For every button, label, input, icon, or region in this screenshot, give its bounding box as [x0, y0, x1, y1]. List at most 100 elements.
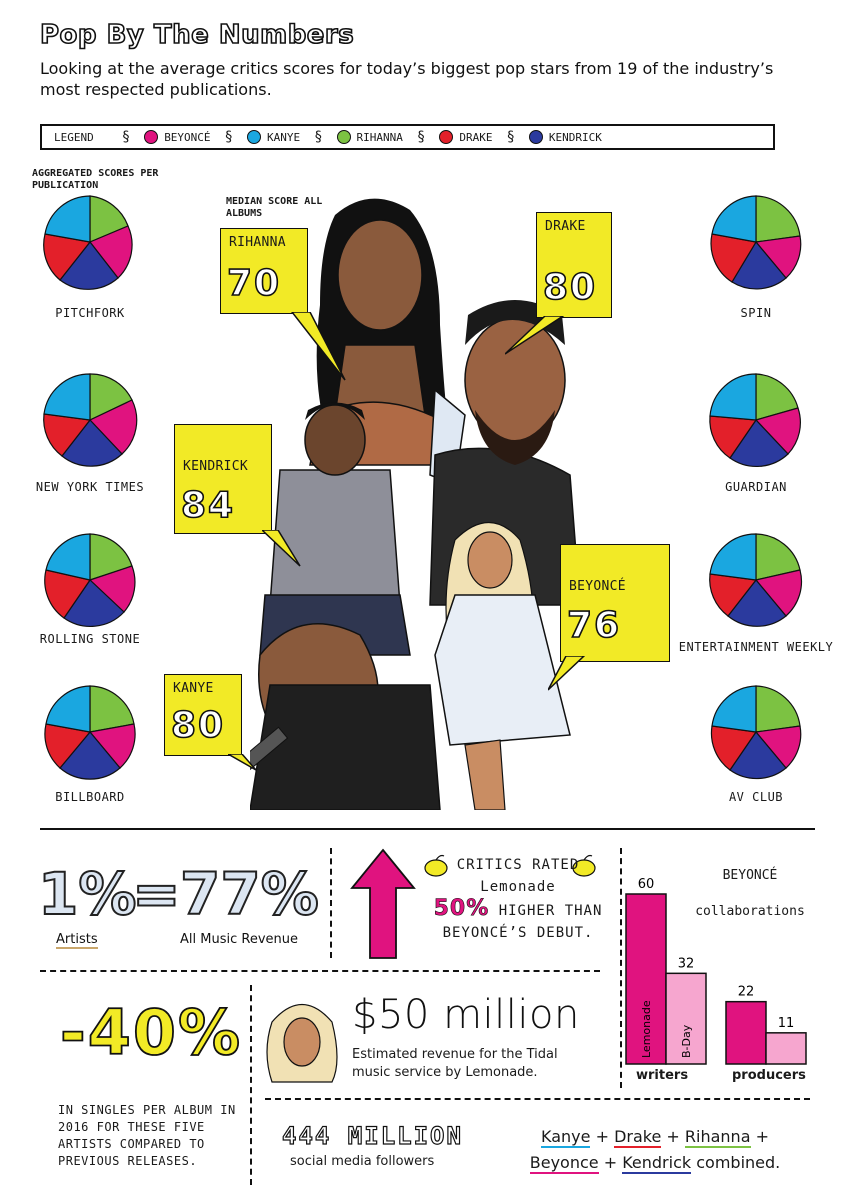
legend-dot — [528, 130, 543, 144]
artists-label: Artists — [56, 932, 98, 949]
collaborations-artist: BEYONCÉ — [722, 868, 778, 883]
bubble-tail — [505, 316, 565, 355]
lemon-icon — [572, 854, 596, 877]
critics-line: CRITICS RATED — [456, 857, 580, 873]
bubble-score: 80 — [170, 704, 226, 747]
aggregated-label: AGGREGATED SCORES PER PUBLICATION — [32, 168, 159, 191]
collab-bar-value: 32 — [678, 956, 695, 971]
plus-sign: + — [603, 1153, 618, 1172]
artist-beyonce: Beyonce — [529, 1153, 599, 1174]
legend: LEGEND § BEYONCÉ § KANYE § RIHANNA § DRA… — [40, 124, 775, 150]
bar-category-producers: producers — [732, 1068, 806, 1083]
lemon-icon — [424, 854, 448, 877]
revenue-share: 77% — [179, 859, 320, 929]
pie-label-av-club: AV CLUB — [728, 790, 784, 804]
collab-bar — [765, 1032, 807, 1065]
artist-kendrick: Kendrick — [622, 1153, 692, 1174]
combined-artists: Kanye + Drake + Rihanna + Beyonce + Kend… — [500, 1124, 810, 1176]
av-club-pie — [710, 685, 802, 780]
legend-separator: § — [314, 129, 323, 145]
legend-item-beyonce: BEYONCÉ — [144, 130, 211, 144]
pie-label-spin: SPIN — [740, 306, 772, 320]
pie-label-billboard: BILLBOARD — [55, 790, 125, 804]
legend-item-drake: DRAKE — [439, 130, 492, 144]
bubble-score: 70 — [226, 262, 282, 305]
bubble-name: BEYONCÉ — [569, 579, 626, 594]
critics-album: Lemonade — [480, 879, 556, 895]
legend-dot — [439, 130, 454, 144]
legend-label: DRAKE — [459, 130, 493, 144]
collab-bar-label: Lemonade — [640, 1000, 653, 1058]
pitchfork-pie — [43, 195, 133, 290]
artist-kanye: Kanye — [541, 1127, 591, 1148]
collab-bar-value: 60 — [638, 877, 655, 892]
plus-sign: + — [595, 1127, 609, 1146]
row-divider — [265, 1098, 810, 1100]
column-divider — [620, 848, 622, 1088]
critics-percent: 50% — [433, 896, 490, 921]
tidal-revenue: $50 million — [352, 992, 580, 1038]
row-divider — [40, 970, 600, 972]
billboard-pie — [44, 685, 136, 780]
collaborations-title: BEYONCÉ collaborations — [690, 858, 810, 930]
pie-label-guardian: GUARDIAN — [725, 480, 787, 494]
bubble-score: 80 — [542, 266, 598, 309]
critics-line: HIGHER THAN — [498, 903, 603, 919]
median-label: MEDIAN SCORE ALL ALBUMS — [226, 196, 323, 219]
legend-item-rihanna: RIHANNA — [336, 130, 403, 144]
legend-separator: § — [224, 129, 233, 145]
critics-line: BEYONCÉ’S DEBUT. — [442, 925, 594, 941]
pie-label-rolling-stone: ROLLING STONE — [39, 632, 141, 646]
collab-bar-value: 22 — [738, 985, 755, 1000]
legend-title: LEGEND — [54, 130, 94, 144]
legend-separator: § — [506, 129, 515, 145]
equals-sign: = — [131, 859, 182, 929]
bubble-name: KANYE — [173, 681, 214, 696]
legend-dot — [246, 130, 261, 144]
combined-suffix: combined. — [696, 1153, 781, 1172]
spin-pie — [710, 195, 802, 290]
entertainment-weekly-pie — [709, 533, 803, 627]
legend-label: KANYE — [266, 130, 301, 144]
up-arrow-icon — [350, 848, 416, 959]
bubble-score: 84 — [180, 484, 236, 527]
rolling-stone-pie — [44, 533, 136, 628]
bubble-score: 76 — [566, 604, 622, 647]
artists-share: 1% — [37, 859, 137, 929]
legend-label: BEYONCÉ — [164, 130, 211, 144]
new-york-times-pie — [43, 373, 138, 467]
tidal-revenue-description: Estimated revenue for the Tidal music se… — [352, 1047, 558, 1080]
bubble-tail — [262, 530, 301, 567]
artists-illustration — [250, 198, 581, 810]
collab-bar-value: 11 — [778, 1016, 795, 1031]
followers-description: social media followers — [290, 1154, 435, 1169]
beyonce-portrait — [266, 1003, 338, 1083]
bubble-tail — [291, 312, 346, 381]
column-divider — [330, 848, 332, 958]
collab-bar — [725, 1000, 767, 1065]
singles-decline: -40% — [59, 995, 243, 1070]
legend-item-kendrick: KENDRICK — [528, 130, 602, 144]
followers-count: 444 MILLION — [281, 1121, 463, 1150]
bubble-tail — [548, 656, 586, 691]
bubble-name: KENDRICK — [183, 459, 249, 474]
legend-item-kanye: KANYE — [246, 130, 301, 144]
critics-rated-block: CRITICS RATED Lemonade 50% HIGHER THAN B… — [418, 854, 618, 944]
legend-label: KENDRICK — [548, 130, 602, 144]
legend-separator: § — [416, 129, 426, 145]
page-subtitle: Looking at the average critics scores fo… — [40, 59, 774, 99]
bar-category-writers: writers — [636, 1068, 689, 1083]
collab-bar — [665, 972, 707, 1065]
pie-label-pitchfork: PITCHFORK — [55, 306, 125, 320]
legend-separator: § — [121, 129, 131, 145]
artist-drake: Drake — [614, 1127, 662, 1148]
bubble-name: DRAKE — [545, 219, 586, 234]
plus-sign: + — [666, 1127, 680, 1146]
section-divider — [40, 828, 815, 830]
bubble-beyonce: BEYONCÉ 76 — [560, 544, 670, 662]
collab-bar — [625, 893, 667, 1065]
pie-label-entertainment-weekly: ENTERTAINMENT WEEKLY — [678, 640, 834, 654]
bubble-kanye: KANYE 80 — [164, 674, 242, 756]
collab-bar-label: B-Day — [680, 1024, 693, 1058]
bubble-name: RIHANNA — [229, 235, 286, 250]
